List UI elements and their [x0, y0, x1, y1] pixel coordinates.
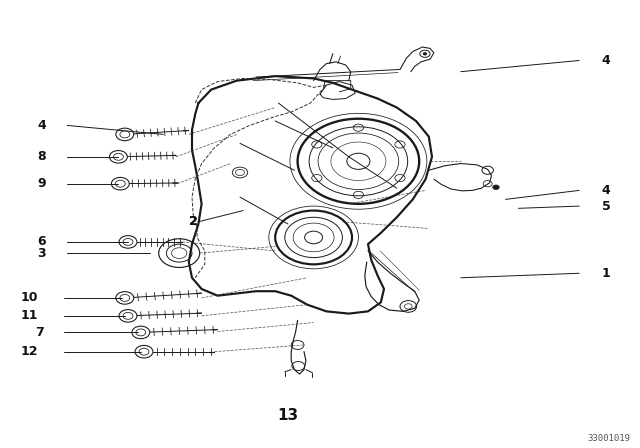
Circle shape — [493, 185, 499, 190]
Text: 4: 4 — [602, 54, 611, 67]
Text: 4: 4 — [602, 184, 611, 197]
Text: 9: 9 — [38, 177, 46, 190]
Text: 8: 8 — [38, 150, 46, 164]
Text: 3: 3 — [38, 246, 46, 260]
Text: 13: 13 — [277, 408, 299, 423]
Text: 12: 12 — [21, 345, 38, 358]
Circle shape — [423, 52, 427, 55]
Text: 2: 2 — [189, 215, 198, 228]
Text: 2: 2 — [189, 215, 198, 228]
Text: 33001019: 33001019 — [588, 434, 630, 443]
Text: 6: 6 — [38, 235, 46, 249]
Text: 4: 4 — [37, 119, 46, 132]
Text: 5: 5 — [602, 199, 611, 213]
Text: 10: 10 — [21, 291, 38, 305]
Text: 7: 7 — [35, 326, 44, 339]
Text: 1: 1 — [602, 267, 611, 280]
Text: 11: 11 — [21, 309, 38, 323]
